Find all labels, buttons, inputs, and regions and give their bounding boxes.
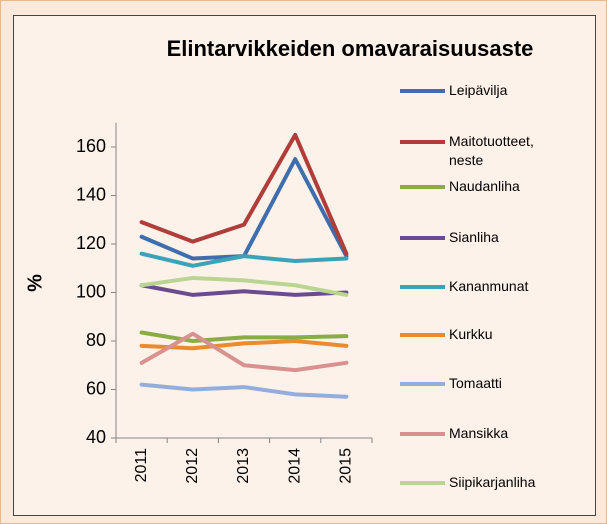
series-line — [139, 382, 349, 399]
series-line — [139, 283, 349, 297]
series-line — [139, 339, 349, 351]
y-tick-label: 120 — [76, 233, 106, 253]
series-line — [139, 275, 349, 297]
legend-label: Siipikarjanliha — [449, 474, 536, 490]
x-tick-label: 2011 — [133, 448, 150, 483]
series-line — [139, 331, 349, 373]
x-tick-label: 2013 — [235, 448, 252, 484]
chart-area — [13, 15, 596, 516]
x-tick-label: 2012 — [184, 448, 201, 484]
y-tick-label: 100 — [76, 281, 106, 301]
legend-label: Mansikka — [449, 425, 509, 441]
legend-label: Sianliha — [449, 229, 499, 245]
y-axis-label: % — [24, 274, 46, 292]
y-tick-label: 60 — [86, 378, 106, 398]
legend-label: Tomaatti — [449, 375, 502, 391]
series-line — [139, 132, 349, 256]
series-line — [139, 251, 349, 268]
legend-label: Naudanliha — [449, 178, 520, 194]
y-tick-label: 140 — [76, 184, 106, 204]
chart-title: Elintarvikkeiden omavaraisuusaste — [167, 36, 534, 61]
legend-label: Kananmunat — [449, 278, 529, 294]
series-line — [139, 330, 349, 343]
legend-label: Maitotuotteet, neste — [449, 133, 534, 168]
y-tick-label: 80 — [86, 330, 106, 350]
series-line — [139, 157, 349, 261]
x-tick-label: 2014 — [286, 448, 303, 484]
legend-label: Kurkku — [449, 326, 493, 342]
legend-label: Leipävilja — [449, 82, 508, 98]
y-tick-label: 40 — [86, 427, 106, 447]
y-tick-label: 160 — [76, 136, 106, 156]
x-tick-label: 2015 — [338, 448, 355, 484]
